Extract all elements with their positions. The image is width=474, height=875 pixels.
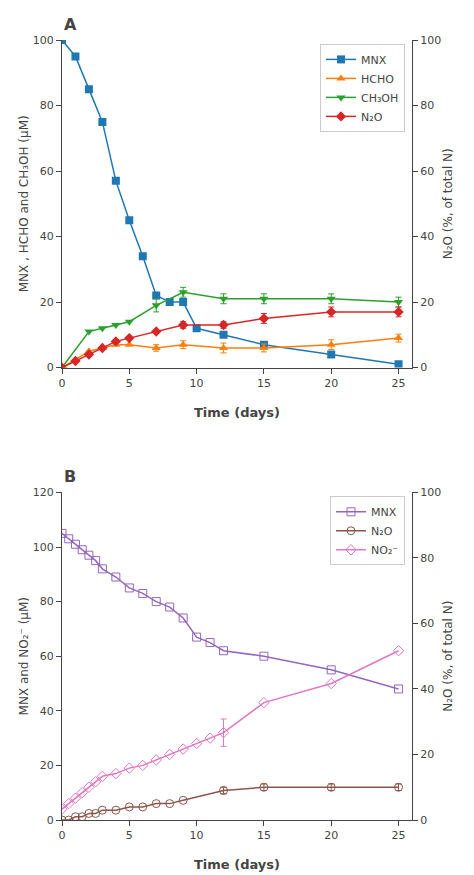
svg-text:NO₂⁻: NO₂⁻ [371,544,398,557]
svg-text:60: 60 [40,650,54,663]
svg-text:0: 0 [47,361,54,374]
svg-text:100: 100 [33,541,54,554]
svg-text:20: 20 [40,296,54,309]
svg-text:MNX: MNX [361,54,387,67]
svg-text:40: 40 [40,230,54,243]
svg-text:MNX and NO₂⁻ (μM): MNX and NO₂⁻ (μM) [17,597,31,716]
svg-text:15: 15 [257,829,271,842]
svg-text:100: 100 [33,34,54,47]
svg-text:40: 40 [420,230,434,243]
svg-text:80: 80 [420,99,434,112]
svg-text:10: 10 [190,829,204,842]
svg-text:0: 0 [59,377,66,390]
svg-text:MNX: MNX [371,506,397,519]
svg-text:HCHO: HCHO [361,73,394,86]
svg-text:20: 20 [324,377,338,390]
svg-text:25: 25 [392,377,406,390]
svg-text:0: 0 [420,814,427,827]
svg-text:5: 5 [126,829,133,842]
svg-text:B: B [64,467,76,486]
svg-text:60: 60 [40,165,54,178]
svg-text:120: 120 [33,486,54,499]
svg-text:40: 40 [420,683,434,696]
svg-text:20: 20 [324,829,338,842]
svg-text:MNX , HCHO and CH₃OH (μM): MNX , HCHO and CH₃OH (μM) [17,115,31,292]
svg-text:10: 10 [190,377,204,390]
svg-text:20: 20 [40,759,54,772]
svg-text:40: 40 [40,705,54,718]
svg-text:CH₃OH: CH₃OH [361,92,398,105]
svg-text:20: 20 [420,296,434,309]
svg-text:80: 80 [40,99,54,112]
svg-text:0: 0 [47,814,54,827]
svg-text:A: A [64,15,77,34]
svg-text:100: 100 [420,34,441,47]
svg-text:5: 5 [126,377,133,390]
svg-text:60: 60 [420,165,434,178]
svg-text:N₂O: N₂O [371,525,393,538]
svg-text:80: 80 [40,595,54,608]
svg-text:Time (days): Time (days) [194,405,280,420]
svg-text:15: 15 [257,377,271,390]
svg-text:80: 80 [420,552,434,565]
svg-text:60: 60 [420,617,434,630]
svg-text:0: 0 [59,829,66,842]
svg-text:0: 0 [420,361,427,374]
svg-text:N₂O (%, of total N): N₂O (%, of total N) [441,601,455,712]
svg-text:N₂O (%, of total N): N₂O (%, of total N) [441,148,455,259]
svg-text:N₂O: N₂O [361,111,383,124]
svg-text:20: 20 [420,748,434,761]
svg-text:Time (days): Time (days) [194,857,280,872]
svg-text:25: 25 [392,829,406,842]
svg-text:100: 100 [420,486,441,499]
